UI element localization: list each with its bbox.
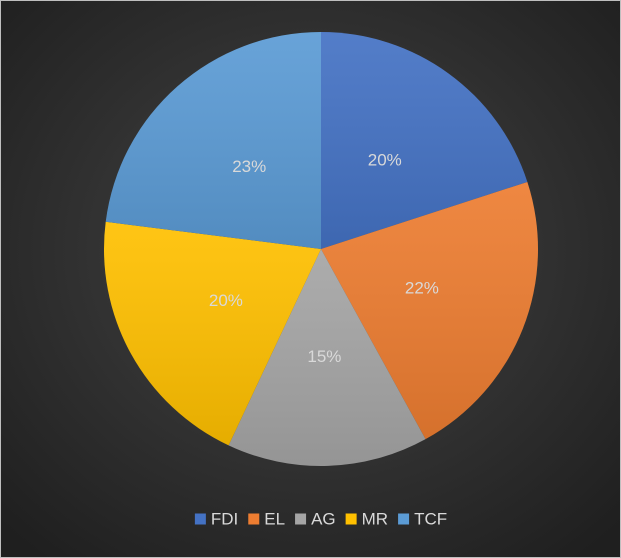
legend-label: MR bbox=[362, 509, 388, 528]
data-label: 23% bbox=[232, 157, 266, 176]
legend-swatch bbox=[194, 513, 206, 525]
legend-swatch bbox=[345, 513, 357, 525]
data-label: 20% bbox=[368, 151, 402, 170]
pie bbox=[104, 32, 538, 466]
legend-label: EL bbox=[264, 509, 285, 528]
legend-label: FDI bbox=[211, 509, 238, 528]
legend: FDI EL AG MR TCF bbox=[194, 509, 447, 528]
data-label: 15% bbox=[307, 347, 341, 366]
legend-swatch bbox=[295, 513, 307, 525]
legend-label: AG bbox=[311, 509, 336, 528]
data-label: 20% bbox=[209, 291, 243, 310]
data-labels: 20% 22% 15% 20% 23% bbox=[209, 151, 439, 366]
legend-swatch bbox=[248, 513, 260, 525]
legend-label: TCF bbox=[414, 509, 447, 528]
legend-swatch bbox=[398, 513, 410, 525]
data-label: 22% bbox=[405, 278, 439, 297]
